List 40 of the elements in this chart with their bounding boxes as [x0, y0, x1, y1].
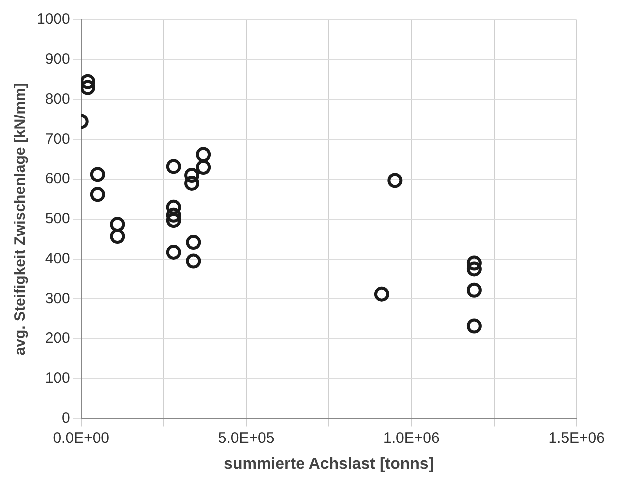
- point: [466, 262, 482, 277]
- point: [90, 167, 106, 182]
- point: [186, 235, 202, 250]
- point: [166, 200, 182, 215]
- x-tick-label: 1.0E+06: [384, 430, 440, 447]
- x-tick-label: 1.5E+06: [548, 430, 606, 447]
- point: [186, 254, 202, 269]
- y-tick-label: 400: [45, 250, 70, 268]
- point: [374, 286, 390, 302]
- point: [81, 74, 96, 90]
- point: [166, 159, 182, 174]
- point: [466, 256, 482, 271]
- point: [110, 229, 126, 244]
- point: [184, 168, 200, 184]
- point: [81, 80, 96, 96]
- y-axis-title: avg. Steifigkeit Zwischenlage [kN/mm]: [12, 83, 30, 356]
- point: [166, 213, 182, 228]
- y-tick-label: 600: [45, 170, 70, 188]
- y-tick-label: 800: [45, 90, 70, 108]
- point: [166, 245, 182, 260]
- x-axis-title: summierte Achslast [tonns]: [224, 456, 434, 473]
- point: [110, 217, 126, 232]
- y-tick-label: 0: [62, 410, 70, 427]
- y-tick-label: 100: [45, 370, 70, 388]
- x-tick-label: 0.0E+00: [53, 430, 110, 447]
- y-tick-label: 700: [45, 130, 70, 148]
- point: [388, 173, 403, 188]
- point: [90, 187, 106, 202]
- point: [166, 208, 182, 223]
- point: [196, 160, 212, 176]
- y-tick-label: 500: [45, 210, 70, 228]
- point: [196, 147, 212, 162]
- y-tick-label: 300: [45, 290, 70, 308]
- y-tick-label: 900: [45, 51, 70, 68]
- point: [184, 176, 200, 192]
- y-tick-label: 1000: [36, 11, 70, 28]
- y-tick-label: 200: [45, 330, 70, 348]
- x-tick-label: 5.0E+05: [218, 430, 275, 447]
- point: [466, 318, 482, 334]
- point: [466, 282, 482, 298]
